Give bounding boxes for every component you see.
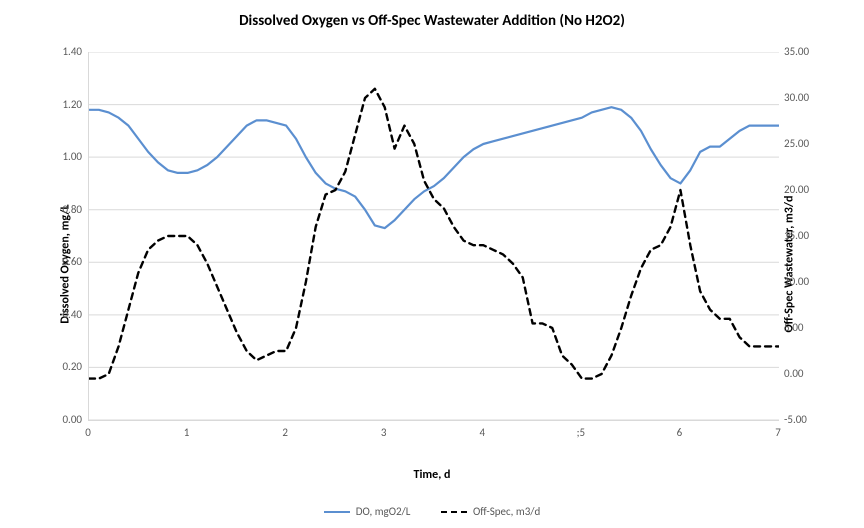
x-tick: 2	[275, 426, 295, 439]
y2-tick: 0.00	[784, 367, 828, 380]
y2-axis-label: Off-Spec Wastewater, m3/d	[783, 196, 797, 333]
y2-tick: 5.00	[784, 321, 828, 334]
x-tick: 4	[472, 426, 492, 439]
y1-tick: 0.20	[42, 360, 82, 373]
x-tick: 1	[177, 426, 197, 439]
x-tick: 6	[669, 426, 689, 439]
legend-swatch-do	[324, 511, 350, 513]
legend-label-do: DO, mgO2/L	[356, 505, 411, 518]
x-tick: 0	[78, 426, 98, 439]
legend-item-offspec: Off-Spec, m3/d	[441, 505, 540, 518]
plot-area	[88, 52, 779, 421]
y1-tick: 1.40	[42, 45, 82, 58]
y1-tick: 0.80	[42, 203, 82, 216]
y2-tick: 25.00	[784, 137, 828, 150]
legend-swatch-offspec	[441, 511, 467, 513]
plot-svg	[89, 52, 779, 420]
y1-tick: 0.00	[42, 413, 82, 426]
x-tick: 7	[768, 426, 788, 439]
y2-tick: 15.00	[784, 229, 828, 242]
x-axis-label: Time, d	[0, 468, 864, 482]
y2-tick: 30.00	[784, 91, 828, 104]
y1-tick: 1.00	[42, 150, 82, 163]
y1-tick: 0.60	[42, 255, 82, 268]
x-tick: ;5	[571, 426, 591, 439]
y2-tick: 20.00	[784, 183, 828, 196]
chart-container: Dissolved Oxygen vs Off-Spec Wastewater …	[0, 0, 864, 528]
legend: DO, mgO2/L Off-Spec, m3/d	[0, 503, 864, 519]
y2-tick: -5.00	[784, 413, 828, 426]
y1-tick: 0.40	[42, 308, 82, 321]
y2-tick: 10.00	[784, 275, 828, 288]
chart-title: Dissolved Oxygen vs Off-Spec Wastewater …	[0, 12, 864, 30]
legend-item-do: DO, mgO2/L	[324, 505, 411, 518]
y2-tick: 35.00	[784, 45, 828, 58]
y1-tick: 1.20	[42, 98, 82, 111]
legend-label-offspec: Off-Spec, m3/d	[473, 505, 540, 518]
x-tick: 3	[374, 426, 394, 439]
